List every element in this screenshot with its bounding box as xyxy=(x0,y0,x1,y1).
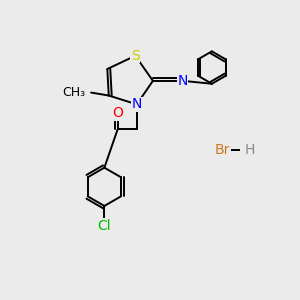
Text: N: N xyxy=(177,74,188,88)
Text: CH₃: CH₃ xyxy=(63,86,86,99)
Text: O: O xyxy=(112,106,123,120)
Text: Cl: Cl xyxy=(98,219,111,233)
Text: Br: Br xyxy=(215,143,230,157)
Text: N: N xyxy=(132,98,142,111)
Text: H: H xyxy=(244,143,255,157)
Text: S: S xyxy=(131,49,140,63)
